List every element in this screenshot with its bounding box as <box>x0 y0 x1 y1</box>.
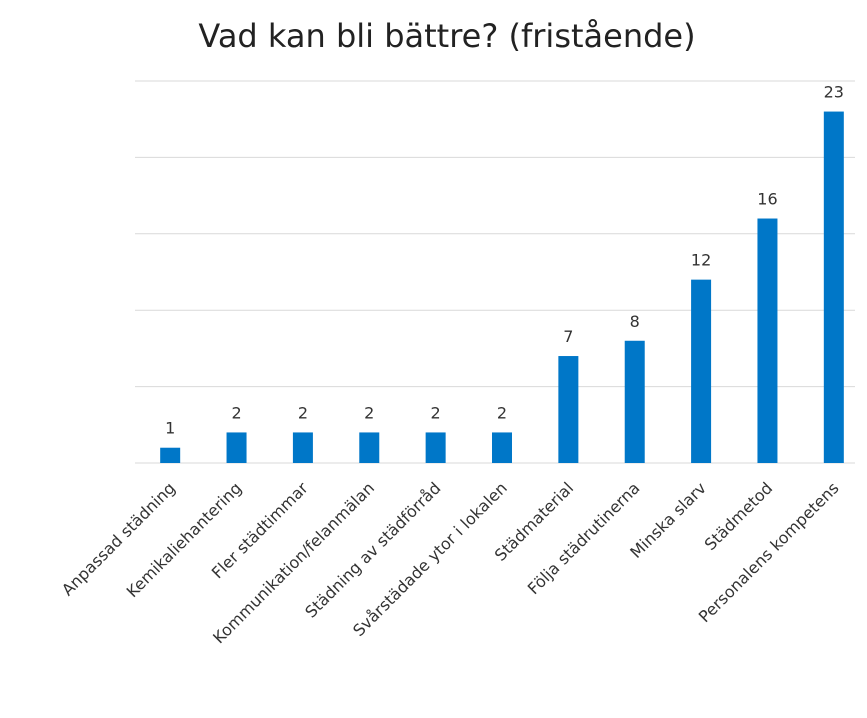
data-label: 8 <box>630 312 640 331</box>
bar <box>425 432 446 463</box>
bar <box>292 432 313 463</box>
data-label: 2 <box>298 403 308 422</box>
x-tick-label: Personalens kompetens <box>695 478 843 626</box>
data-label: 2 <box>431 403 441 422</box>
data-label: 23 <box>824 83 844 102</box>
bar <box>823 111 844 463</box>
data-label: 2 <box>497 403 507 422</box>
x-tick-label: Följa städrutinerna <box>524 478 644 598</box>
data-label: 12 <box>691 251 711 270</box>
bar <box>359 432 380 463</box>
data-label: 2 <box>364 403 374 422</box>
bar <box>757 218 778 463</box>
chart-title: Vad kan bli bättre? (fristående) <box>198 17 695 55</box>
bar <box>558 356 579 463</box>
x-tick-label: Kemikaliehantering <box>123 478 246 601</box>
data-label: 1 <box>165 419 175 438</box>
bar <box>492 432 512 463</box>
bar <box>624 340 645 463</box>
data-label: 2 <box>231 403 241 422</box>
x-tick-label: Anpassad städning <box>58 478 179 599</box>
bar <box>226 432 247 463</box>
data-label: 16 <box>757 190 777 209</box>
bar <box>691 279 712 463</box>
x-tick-label: Städning av städförråd <box>301 478 444 621</box>
bar <box>160 447 181 463</box>
data-label: 7 <box>563 327 573 346</box>
